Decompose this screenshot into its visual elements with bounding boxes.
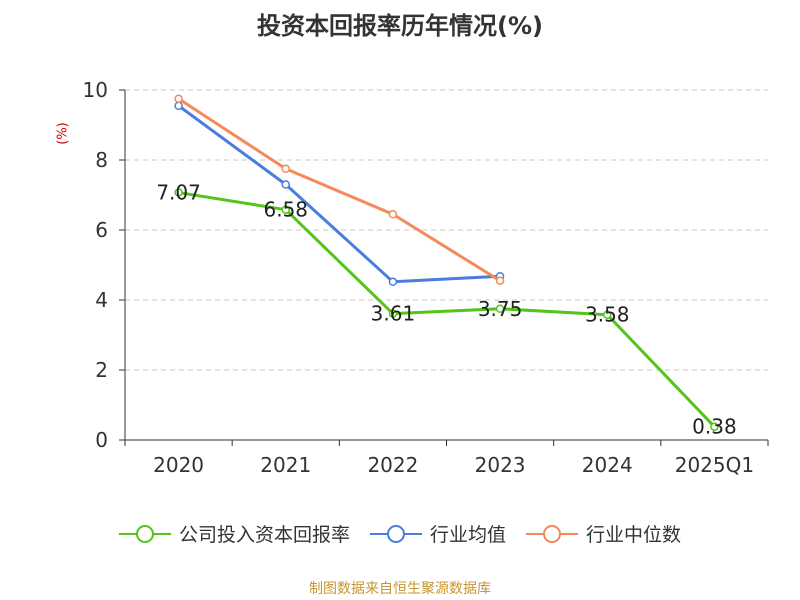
data-point [281,180,290,189]
data-point [388,309,398,318]
data-point [495,304,505,313]
x-tick-label: 2021 [260,453,311,477]
legend-item-industry-median[interactable]: 行业中位数 [526,520,681,547]
series-line [177,104,501,284]
series-line [178,191,716,428]
data-point [174,101,183,110]
data-label: 3.75 [478,297,523,321]
series-line [177,97,501,283]
chart-title: 投资本回报率历年情况(%) [257,12,543,40]
data-label: 3.61 [371,302,416,326]
legend-item-industry-mean[interactable]: 行业均值 [369,520,506,547]
legend-marker-industry-mean [386,524,405,543]
data-point [281,205,290,214]
data-label: 0.38 [692,415,737,439]
legend-swatch-industry-mean [369,524,422,543]
data-point [603,310,612,319]
y-tick-label: 10 [83,78,108,102]
x-tick-label: 2022 [367,453,418,477]
y-tick-label: 6 [95,218,108,242]
data-point [174,94,183,103]
data-point [388,210,398,219]
data-point [710,422,719,431]
x-tick-label: 2020 [153,453,204,477]
x-tick-label: 2024 [582,453,633,477]
legend-label-industry-median: 行业中位数 [586,524,682,546]
data-point [281,164,290,173]
data-label: 3.58 [585,303,630,327]
data-point [495,276,505,285]
legend-item-company[interactable]: 公司投入资本回报率 [118,520,350,547]
data-source-note: 制图数据来自恒生聚源数据库 [309,581,491,597]
data-point [174,188,183,197]
legend-marker-company [135,524,154,543]
data-label: 7.07 [156,181,201,205]
x-tick-label: 2025Q1 [675,453,754,477]
legend-swatch-industry-median [526,524,578,543]
data-label: 6.58 [263,198,308,222]
y-tick-label: 0 [95,428,108,452]
legend-label-company: 公司投入资本回报率 [178,524,350,546]
x-tick-label: 2023 [475,453,526,477]
y-tick-label: 2 [95,358,108,382]
y-tick-label: 8 [95,148,108,172]
legend: 公司投入资本回报率 行业均值 行业中位数 [0,520,800,547]
legend-swatch-company [118,524,171,543]
legend-marker-industry-median [543,524,561,543]
legend-label-industry-mean: 行业均值 [429,524,506,546]
y-tick-label: 4 [95,288,108,312]
data-point [388,277,398,287]
